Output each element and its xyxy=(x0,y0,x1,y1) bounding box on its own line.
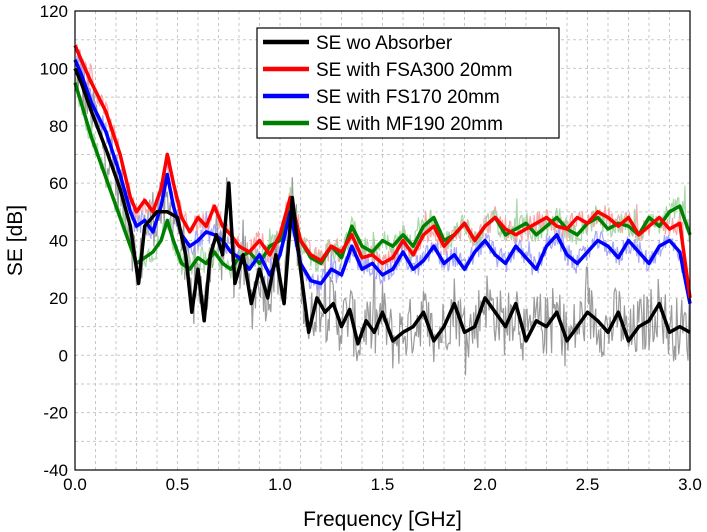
legend: SE wo Absorber SE with FSA300 20mm SE with… xyxy=(256,27,560,139)
y-tick-label: 100 xyxy=(40,59,68,78)
raw-trace-4 xyxy=(74,76,691,279)
series-lines xyxy=(73,44,692,346)
y-tick-label: -40 xyxy=(43,461,68,480)
x-tick-label: 0.0 xyxy=(63,475,87,494)
plot-frame xyxy=(74,10,691,471)
y-tick-label: 120 xyxy=(40,2,68,21)
legend-label: SE with FS170 20mm xyxy=(316,87,500,108)
legend-items: SE wo Absorber SE with FSA300 20mm SE with… xyxy=(263,33,512,135)
y-tick-label: 80 xyxy=(49,117,68,136)
legend-box xyxy=(256,27,560,139)
y-tick-label: -20 xyxy=(43,404,68,423)
x-tick-label: 3.0 xyxy=(678,475,702,494)
series-line-2 xyxy=(73,44,692,299)
y-tick-label: 0 xyxy=(59,346,68,365)
y-axis-title: SE [dB] xyxy=(4,205,27,276)
legend-label: SE with MF190 20mm xyxy=(316,114,503,135)
x-tick-labels: 0.0 0.5 1.0 1.5 2.0 2.5 3.0 xyxy=(63,475,702,494)
y-tick-labels: -40 -20 0 20 40 60 80 100 120 xyxy=(40,2,68,480)
y-tick-label: 40 xyxy=(49,232,68,251)
series-line-1 xyxy=(73,67,691,346)
x-tick-label: 2.0 xyxy=(473,475,497,494)
series-line-4 xyxy=(73,82,692,271)
x-tick-label: 2.5 xyxy=(576,475,600,494)
x-tick-label: 0.5 xyxy=(166,475,190,494)
legend-label: SE with FSA300 20mm xyxy=(316,60,512,81)
series-line-3 xyxy=(73,59,692,304)
x-tick-label: 1.5 xyxy=(371,475,395,494)
legend-label: SE wo Absorber xyxy=(316,33,453,54)
y-tick-label: 20 xyxy=(49,289,68,308)
x-axis-title: Frequency [GHz] xyxy=(303,508,462,531)
y-tick-label: 60 xyxy=(49,174,68,193)
x-tick-label: 1.0 xyxy=(268,475,292,494)
